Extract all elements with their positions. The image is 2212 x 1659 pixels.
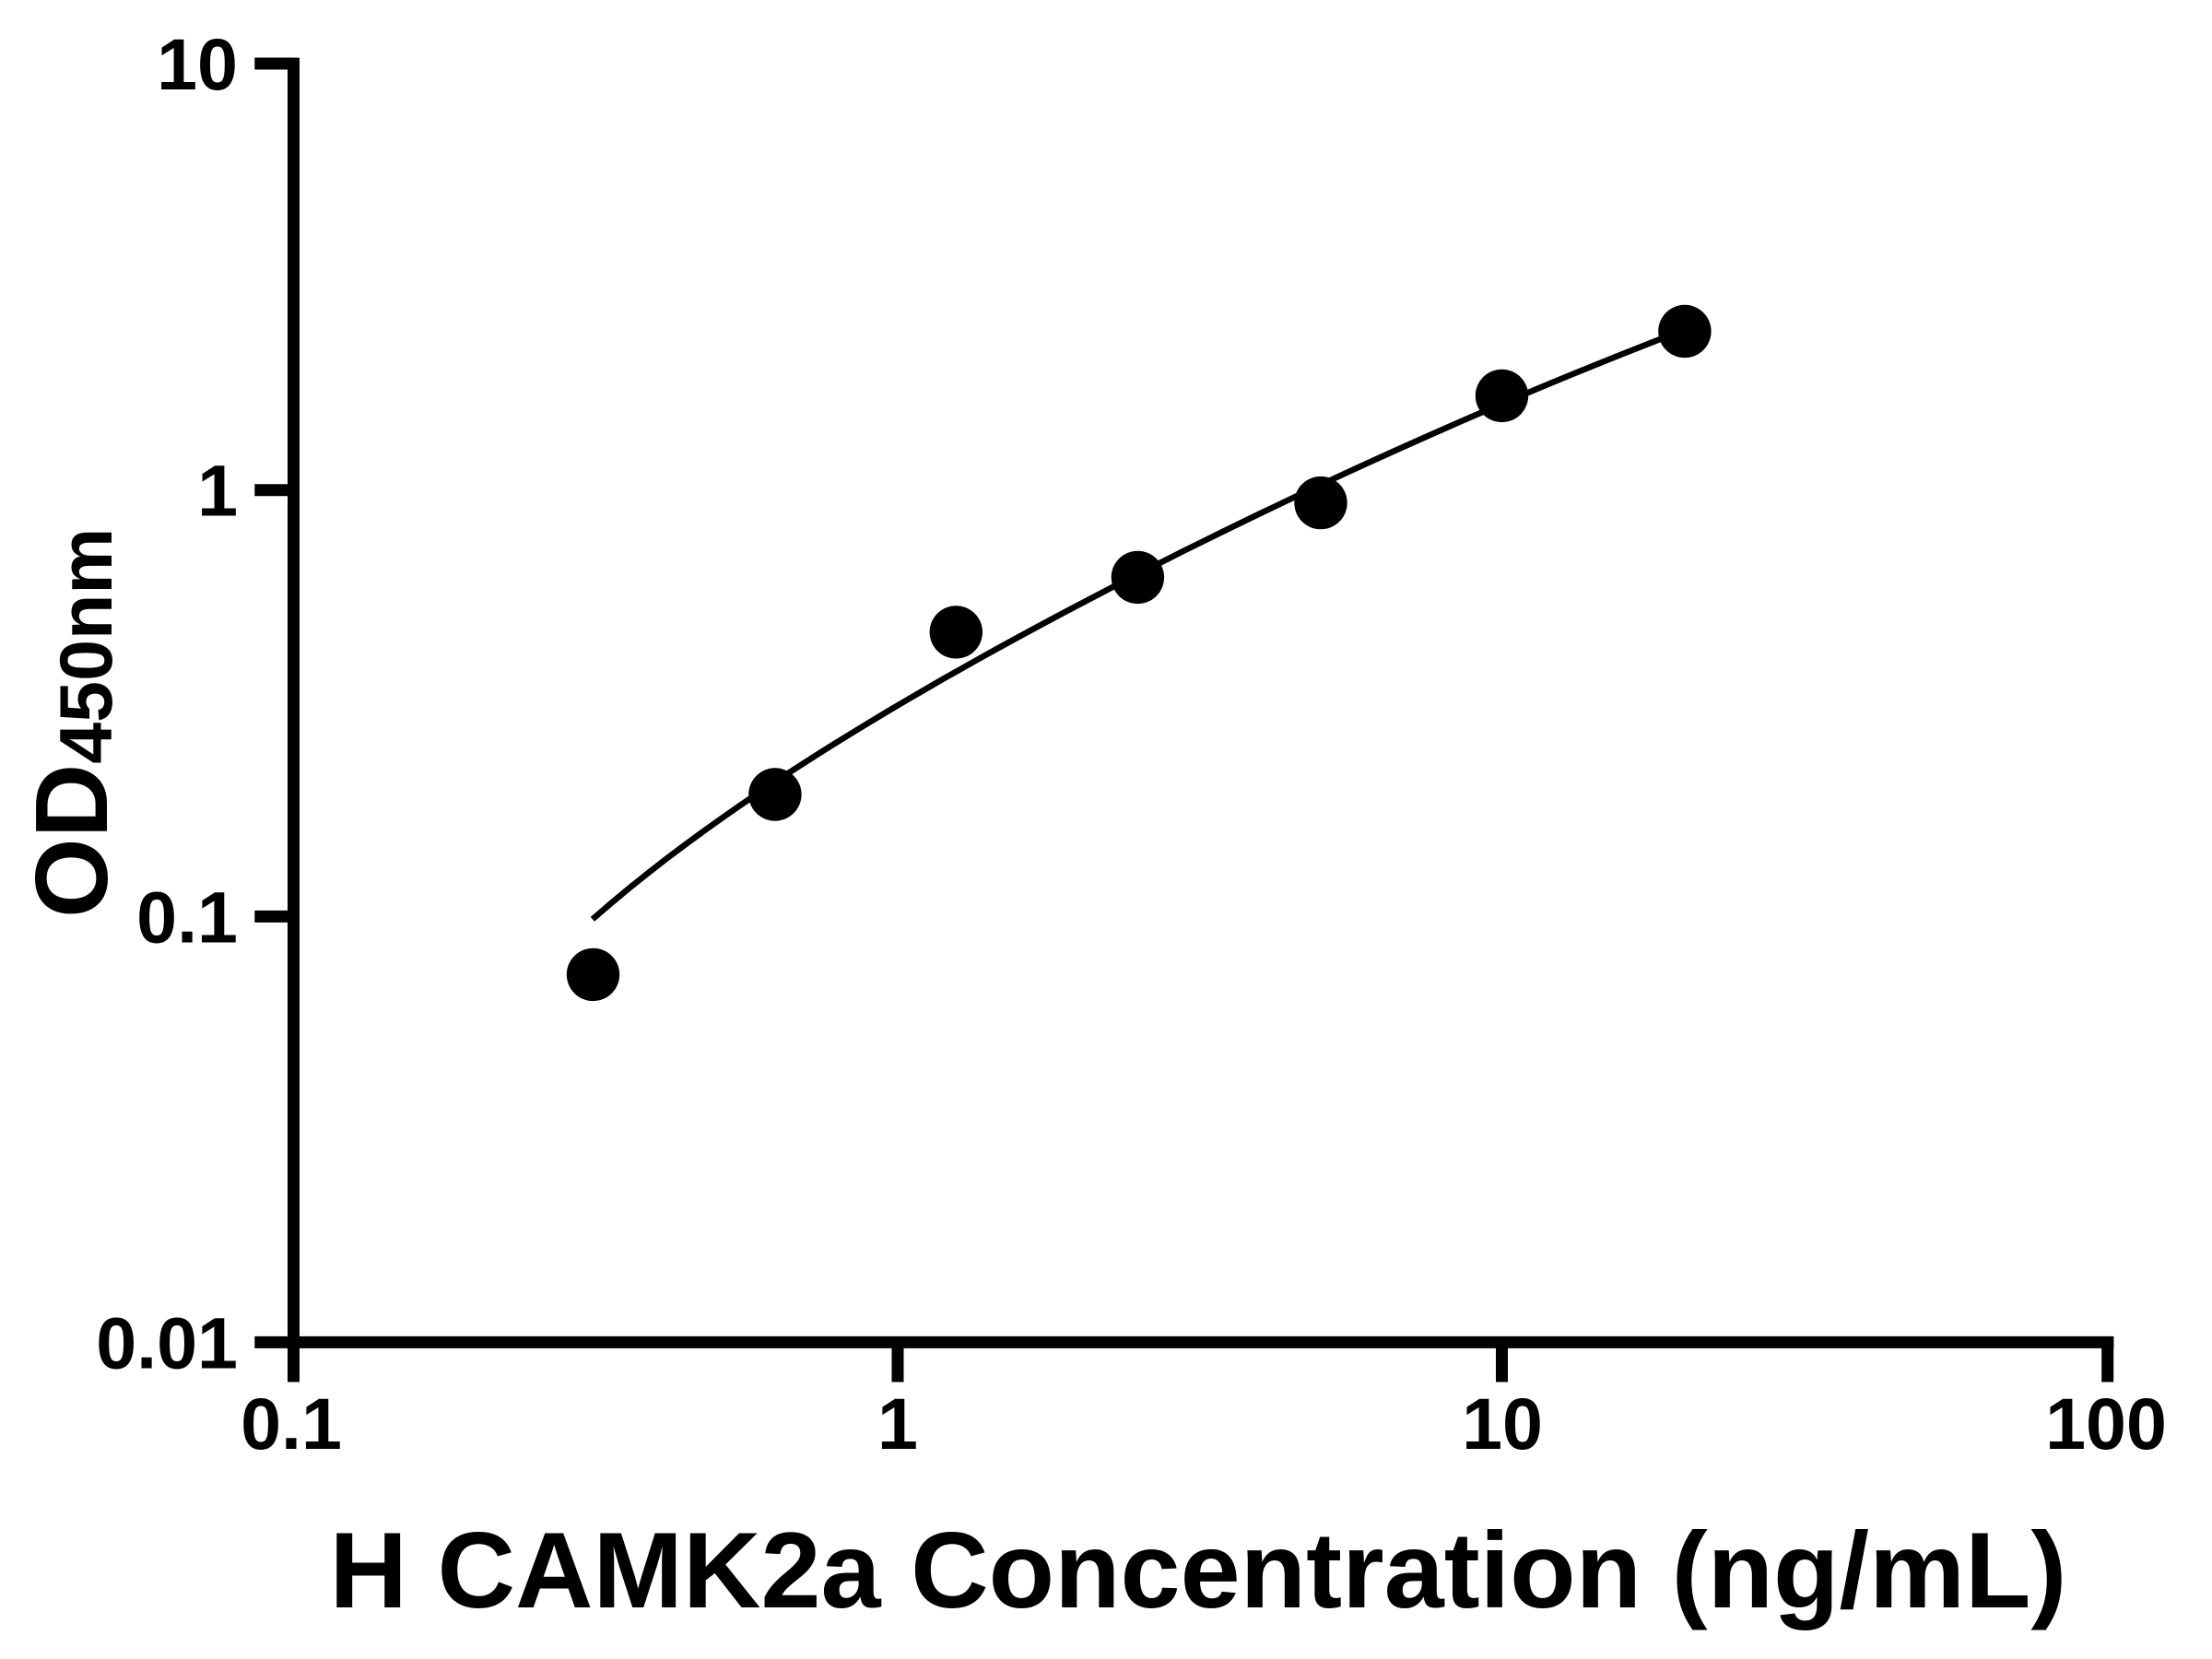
svg-text:100: 100 xyxy=(2045,1382,2167,1465)
svg-text:1: 1 xyxy=(197,450,238,532)
svg-text:10: 10 xyxy=(157,23,238,105)
svg-text:0.1: 0.1 xyxy=(136,876,238,958)
svg-text:10: 10 xyxy=(1462,1382,1543,1465)
svg-text:0.1: 0.1 xyxy=(241,1382,342,1465)
svg-text:H CAMK2a Concentration (ng/mL): H CAMK2a Concentration (ng/mL) xyxy=(330,1510,2067,1630)
svg-text:1: 1 xyxy=(877,1382,918,1465)
svg-text:0.01: 0.01 xyxy=(96,1301,238,1383)
svg-text:OD450nm: OD450nm xyxy=(14,528,129,918)
